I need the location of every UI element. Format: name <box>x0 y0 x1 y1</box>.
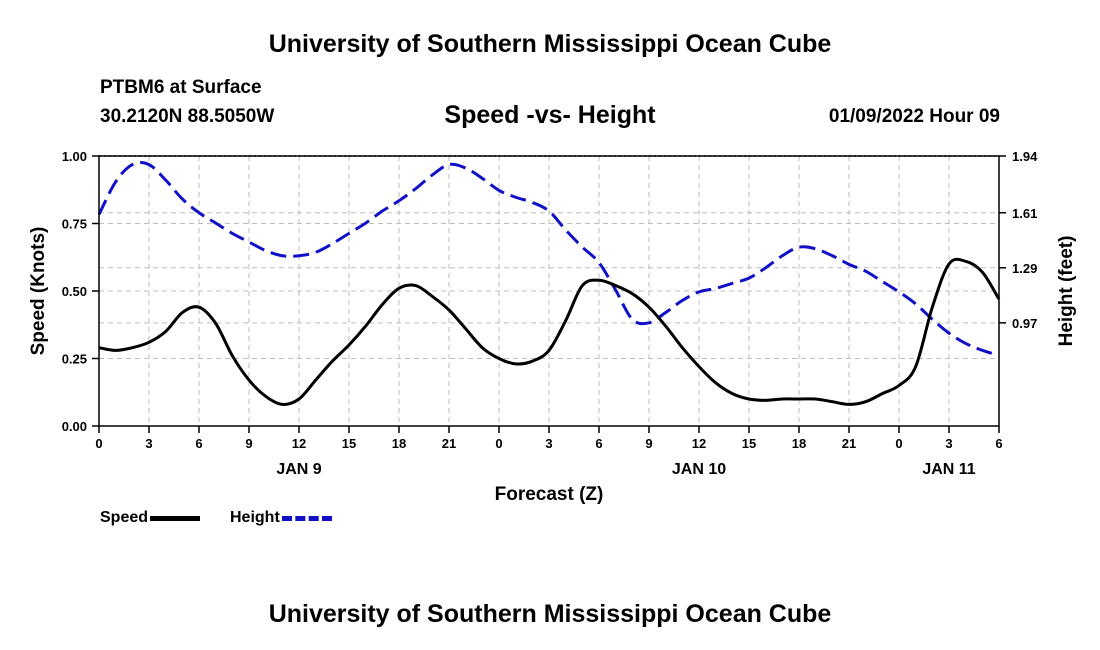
x-tick-label: 6 <box>595 436 602 451</box>
x-tick-label: 9 <box>245 436 252 451</box>
chart-title: Speed -vs- Height <box>444 101 656 129</box>
y-tick-label: 0.25 <box>62 352 87 367</box>
series-layer <box>97 161 1001 406</box>
legend-speed-swatch <box>150 515 201 521</box>
x-tick-label: 9 <box>645 436 652 451</box>
series-line-height <box>97 161 1000 357</box>
legend-height-swatch <box>281 515 332 521</box>
x-tick-label: 0 <box>895 436 902 451</box>
x-tick-label: 18 <box>392 436 406 451</box>
x-tick-label: 15 <box>342 436 356 451</box>
x-tick-label: 3 <box>145 436 152 451</box>
x-tick-label: 18 <box>792 436 806 451</box>
series-line-speed <box>98 257 1001 406</box>
grid-lines <box>99 155 999 426</box>
date-label: JAN 9 <box>276 461 321 478</box>
legend-speed-label: Speed <box>100 509 149 526</box>
tick-labels: 0 3 6 9 12 15 18 21 0 3 6 9 12 15 18 21 0 3 6 JAN 9 JAN 10 JA… <box>62 149 1038 478</box>
y2-axis-label: Height (feet) <box>1056 236 1077 347</box>
legend-height: Height <box>230 509 332 527</box>
date-label: JAN 11 <box>922 461 975 478</box>
footer-title: University of Southern Mississippi Ocean… <box>268 600 832 628</box>
x-axis-label: Forecast (Z) <box>495 484 604 505</box>
x-tick-label: 12 <box>692 436 706 451</box>
y2-tick-label: 0.97 <box>1012 316 1037 331</box>
y-tick-label: 0.00 <box>62 419 87 434</box>
y-tick-label: 0.50 <box>62 284 87 299</box>
x-tick-label: 6 <box>995 436 1002 451</box>
x-tick-label: 15 <box>742 436 756 451</box>
station-label: PTBM6 at Surface <box>100 77 262 98</box>
y-tick-label: 1.00 <box>62 149 87 164</box>
y2-tick-label: 1.61 <box>1012 206 1037 221</box>
y2-tick-label: 1.94 <box>1012 149 1038 164</box>
y-tick-label: 0.75 <box>62 217 87 232</box>
y-axis-label: Speed (Knots) <box>28 227 49 356</box>
legend-height-label: Height <box>230 509 280 526</box>
y2-tick-label: 1.29 <box>1012 261 1037 276</box>
tick-marks <box>92 155 1006 433</box>
date-label: JAN 10 <box>672 461 726 478</box>
x-tick-label: 3 <box>945 436 952 451</box>
station-coordinates: 30.2120N 88.5050W <box>100 106 275 127</box>
x-tick-label: 0 <box>495 436 502 451</box>
legend-speed: Speed <box>100 509 201 527</box>
x-tick-label: 6 <box>195 436 202 451</box>
x-tick-label: 3 <box>545 436 552 451</box>
main-title: University of Southern Mississippi Ocean… <box>268 30 832 58</box>
forecast-datetime: 01/09/2022 Hour 09 <box>828 106 1000 127</box>
x-tick-label: 0 <box>95 436 102 451</box>
x-tick-label: 21 <box>842 436 856 451</box>
x-tick-label: 12 <box>292 436 306 451</box>
x-tick-label: 21 <box>442 436 456 451</box>
